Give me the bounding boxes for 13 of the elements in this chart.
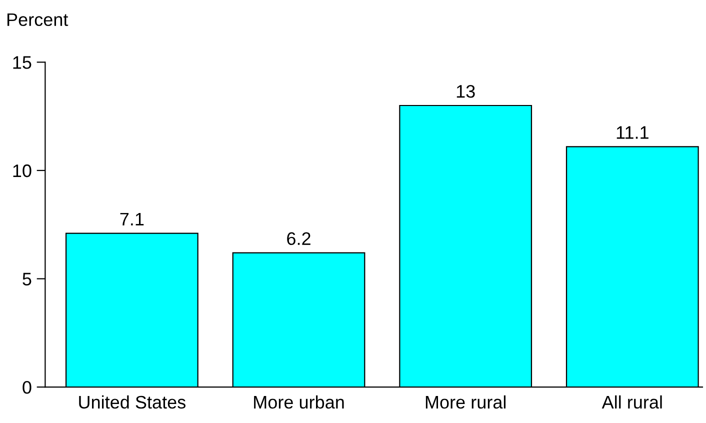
x-tick-label: More urban (254, 395, 344, 409)
x-tick-label: All rural (602, 395, 662, 409)
y-tick-label: 15 (13, 56, 32, 69)
data-label: 6.2 (287, 232, 310, 246)
data-label: 11.1 (616, 126, 648, 139)
y-tick-label: 5 (22, 272, 32, 286)
y-axis-title: Percent (7, 13, 68, 26)
x-tick-label: More rural (426, 395, 506, 409)
y-tick-label: 0 (22, 380, 32, 394)
data-label: 13 (456, 84, 475, 98)
x-tick-label: United States (79, 395, 186, 409)
data-label: 7.1 (120, 212, 144, 226)
y-tick-label: 10 (13, 164, 32, 178)
